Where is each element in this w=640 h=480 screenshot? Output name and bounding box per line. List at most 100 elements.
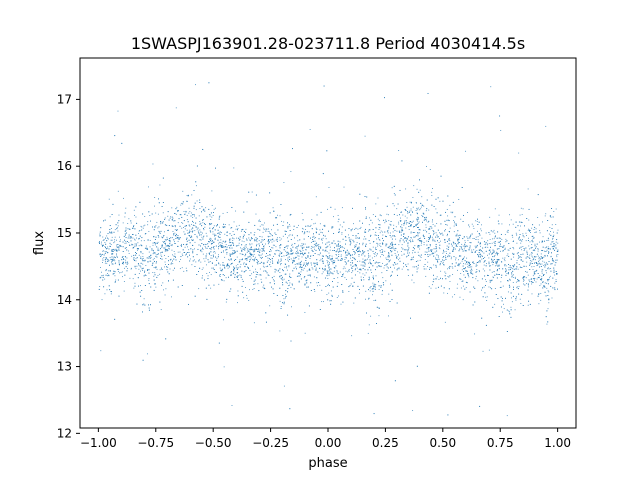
data-point [114, 260, 116, 262]
data-point [333, 216, 334, 218]
data-point [223, 246, 225, 248]
data-point [520, 246, 522, 248]
data-point [106, 289, 108, 291]
data-point [555, 259, 557, 261]
data-point [202, 222, 204, 224]
data-point [462, 250, 464, 252]
data-point [231, 274, 233, 276]
data-point [253, 253, 255, 255]
data-point [249, 261, 251, 263]
data-point [183, 231, 185, 233]
data-point [494, 265, 496, 267]
data-point [547, 279, 549, 281]
data-point [258, 251, 260, 253]
data-point [349, 254, 351, 256]
data-point [498, 214, 500, 216]
data-point [211, 243, 213, 245]
data-point [418, 246, 420, 248]
data-point [154, 272, 156, 274]
data-point [124, 242, 126, 244]
data-point [155, 262, 157, 264]
data-point [437, 256, 439, 258]
data-point [416, 219, 418, 221]
data-point [551, 246, 553, 248]
data-point [134, 273, 136, 275]
data-point [202, 275, 204, 277]
data-point [287, 240, 289, 242]
data-point [256, 241, 258, 243]
data-point [151, 264, 153, 266]
data-point [278, 250, 280, 252]
data-point [280, 252, 282, 254]
data-point [284, 230, 286, 232]
data-point [330, 259, 332, 261]
data-point [453, 225, 455, 227]
data-point [436, 248, 438, 250]
data-point [189, 235, 190, 237]
data-point [546, 249, 548, 251]
data-point [174, 253, 176, 255]
data-point [304, 284, 306, 286]
data-point [203, 219, 205, 221]
data-point [489, 279, 491, 281]
data-point [365, 298, 367, 300]
data-point [185, 267, 187, 269]
data-point [413, 282, 415, 284]
data-point [434, 251, 436, 253]
data-point [470, 272, 471, 274]
data-point [260, 261, 262, 263]
data-point [398, 254, 399, 256]
data-point [370, 234, 372, 236]
data-point [226, 265, 228, 267]
data-point [543, 265, 545, 266]
data-point [387, 267, 389, 269]
data-point [393, 235, 395, 237]
data-point [276, 294, 278, 296]
data-point [172, 269, 174, 271]
data-point [342, 247, 344, 249]
data-point [102, 262, 103, 263]
data-point [211, 267, 213, 269]
data-point [491, 288, 493, 290]
data-point [165, 249, 167, 251]
data-point [512, 265, 514, 267]
data-point [431, 221, 433, 223]
data-point [395, 247, 396, 249]
data-point [490, 86, 492, 88]
data-point [449, 255, 451, 257]
data-point [214, 251, 216, 253]
data-point [505, 265, 507, 267]
data-point [154, 252, 156, 254]
data-point [288, 235, 290, 237]
data-point [230, 272, 232, 274]
data-point [390, 221, 392, 222]
data-point [473, 238, 475, 239]
data-point [223, 226, 225, 228]
data-point [493, 229, 495, 231]
data-point [181, 227, 183, 229]
data-point [304, 232, 306, 234]
data-point [182, 222, 184, 224]
data-point [332, 263, 334, 265]
data-point [189, 258, 191, 260]
data-point [330, 258, 332, 260]
data-point [555, 246, 557, 248]
data-point [165, 239, 167, 241]
data-point [198, 231, 200, 233]
data-point [400, 217, 402, 219]
data-point [189, 229, 191, 231]
data-point [365, 246, 367, 247]
data-point [169, 259, 171, 261]
data-point [344, 229, 346, 231]
data-point [321, 255, 323, 257]
data-point [164, 264, 166, 265]
data-point [548, 233, 550, 235]
data-point [359, 272, 361, 274]
data-point [525, 257, 527, 259]
data-point [331, 227, 333, 229]
data-point [292, 252, 294, 254]
data-point [114, 250, 116, 252]
data-point [232, 240, 234, 242]
data-point [252, 249, 254, 251]
data-point [243, 297, 245, 299]
